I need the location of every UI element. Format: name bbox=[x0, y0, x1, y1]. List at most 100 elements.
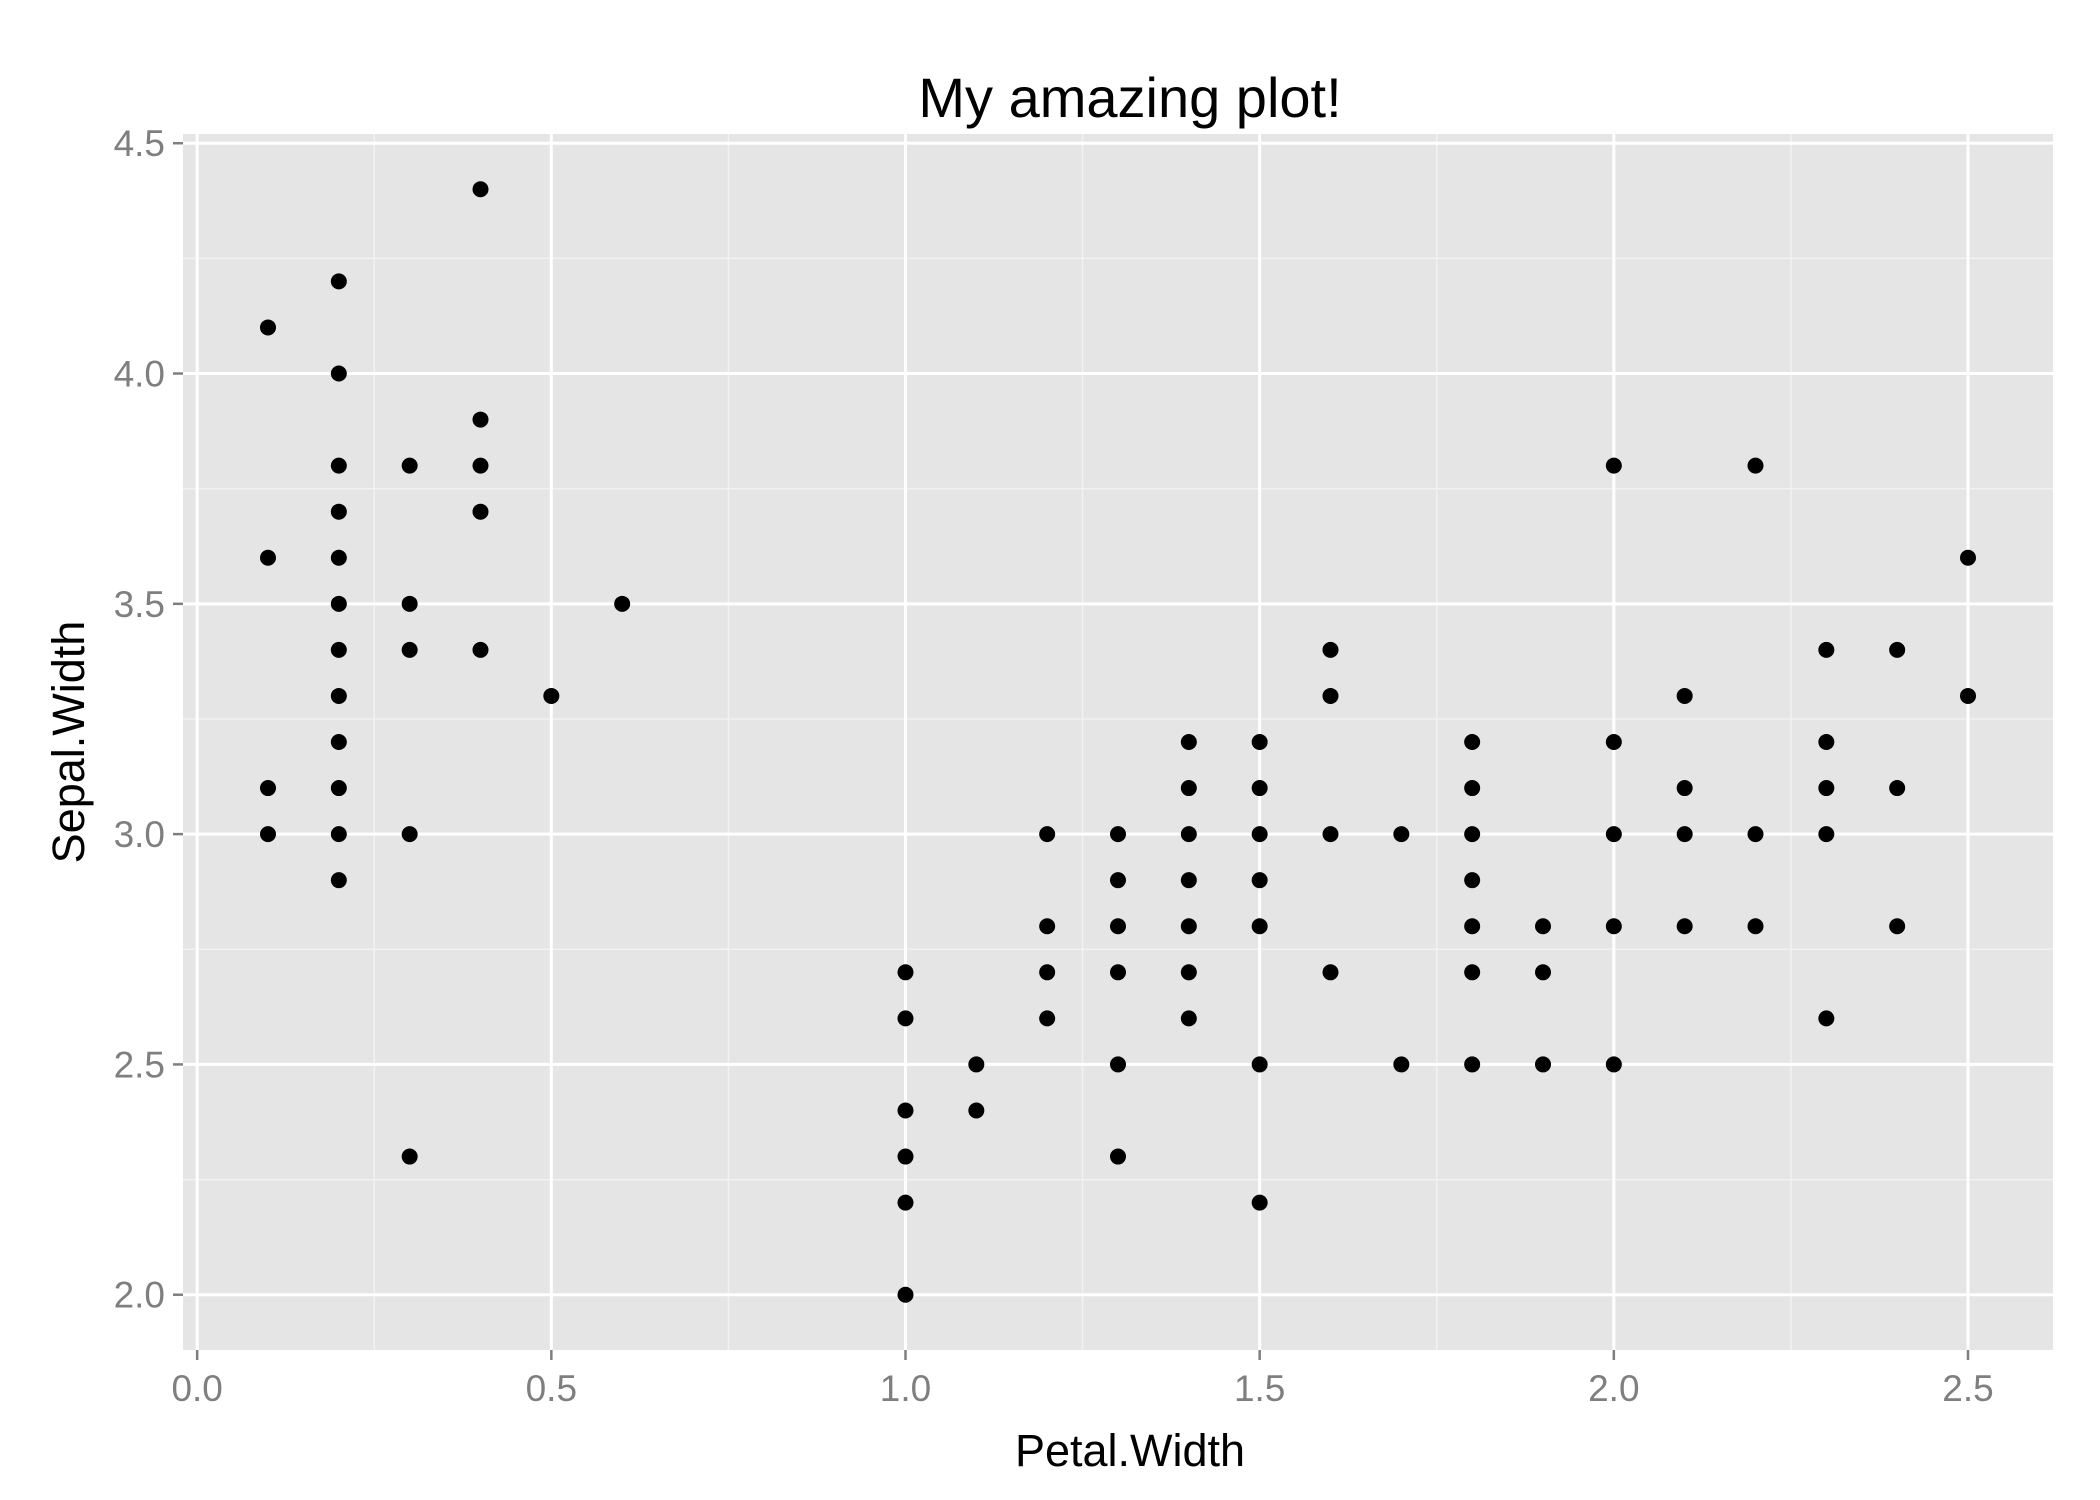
data-point bbox=[1747, 918, 1764, 935]
y-axis: 2.0 2.5 3.0 3.5 4.0 4.5 bbox=[114, 123, 183, 1316]
data-point bbox=[1393, 826, 1410, 843]
data-point bbox=[1180, 780, 1197, 797]
data-point bbox=[614, 595, 631, 612]
data-point bbox=[1039, 964, 1056, 981]
data-point bbox=[897, 964, 914, 981]
data-point bbox=[1322, 641, 1339, 658]
data-point bbox=[1464, 918, 1481, 935]
x-tick-label: 2.0 bbox=[1588, 1368, 1639, 1409]
data-point bbox=[330, 641, 347, 658]
data-point bbox=[897, 1010, 914, 1027]
data-point bbox=[1818, 641, 1835, 658]
data-point bbox=[1464, 780, 1481, 797]
data-point bbox=[1535, 918, 1551, 935]
data-point bbox=[1180, 964, 1197, 981]
data-point bbox=[260, 549, 276, 566]
x-axis: 0.0 0.5 1.0 1.5 2.0 2.5 bbox=[171, 1350, 1994, 1409]
data-point bbox=[1251, 1194, 1268, 1211]
data-point bbox=[330, 872, 347, 889]
y-tick-label: 2.5 bbox=[114, 1044, 165, 1085]
data-point bbox=[1818, 1010, 1835, 1027]
data-point bbox=[1110, 1056, 1126, 1073]
data-point bbox=[1110, 872, 1126, 889]
data-point bbox=[401, 457, 418, 474]
data-point bbox=[897, 1148, 914, 1165]
data-point bbox=[1180, 734, 1197, 750]
data-point bbox=[401, 1148, 418, 1165]
data-point bbox=[1747, 457, 1764, 474]
data-point bbox=[1889, 918, 1906, 935]
data-point bbox=[968, 1056, 985, 1073]
x-tick-label: 0.0 bbox=[171, 1368, 222, 1409]
data-point bbox=[1676, 687, 1693, 704]
data-point bbox=[1110, 964, 1126, 981]
data-point bbox=[1818, 734, 1835, 750]
data-point bbox=[1039, 918, 1056, 935]
data-point bbox=[260, 319, 276, 336]
data-point bbox=[1535, 964, 1551, 981]
data-point bbox=[1322, 826, 1339, 843]
minor-gridlines bbox=[183, 134, 2053, 1350]
y-axis-label: Sepal.Width bbox=[43, 621, 94, 864]
x-tick-label: 2.5 bbox=[1942, 1368, 1993, 1409]
data-point bbox=[1676, 826, 1693, 843]
data-point bbox=[1180, 1010, 1197, 1027]
data-point bbox=[1322, 687, 1339, 704]
data-point bbox=[1464, 872, 1481, 889]
data-point bbox=[330, 595, 347, 612]
data-point bbox=[260, 780, 276, 797]
data-point bbox=[330, 780, 347, 797]
data-point bbox=[1039, 1010, 1056, 1027]
data-point bbox=[1251, 872, 1268, 889]
data-point bbox=[472, 503, 489, 520]
data-point bbox=[472, 181, 489, 198]
data-point bbox=[1180, 918, 1197, 935]
data-point bbox=[1251, 734, 1268, 750]
data-point bbox=[330, 503, 347, 520]
data-point bbox=[401, 641, 418, 658]
data-point bbox=[1535, 1056, 1551, 1073]
data-point bbox=[330, 687, 347, 704]
data-point bbox=[1818, 826, 1835, 843]
data-point bbox=[330, 273, 347, 290]
data-point bbox=[1464, 964, 1481, 981]
data-point bbox=[330, 826, 347, 843]
data-point bbox=[1110, 1148, 1126, 1165]
x-tick-label: 0.5 bbox=[526, 1368, 577, 1409]
data-point bbox=[1605, 734, 1622, 750]
data-point bbox=[897, 1194, 914, 1211]
y-tick-label: 4.0 bbox=[114, 354, 165, 395]
data-point bbox=[1605, 918, 1622, 935]
data-points bbox=[260, 181, 1976, 1303]
data-point bbox=[472, 411, 489, 428]
data-point bbox=[1039, 826, 1056, 843]
data-point bbox=[472, 457, 489, 474]
data-point bbox=[1251, 780, 1268, 797]
data-point bbox=[1110, 826, 1126, 843]
data-point bbox=[897, 1286, 914, 1303]
data-point bbox=[1251, 1056, 1268, 1073]
data-point bbox=[1747, 826, 1764, 843]
data-point bbox=[472, 641, 489, 658]
data-point bbox=[1464, 1056, 1481, 1073]
data-point bbox=[1251, 918, 1268, 935]
data-point bbox=[330, 734, 347, 750]
data-point bbox=[1180, 826, 1197, 843]
data-point bbox=[1251, 826, 1268, 843]
data-point bbox=[330, 549, 347, 566]
y-tick-label: 2.0 bbox=[114, 1275, 165, 1316]
data-point bbox=[1605, 1056, 1622, 1073]
data-point bbox=[1605, 826, 1622, 843]
data-point bbox=[1322, 964, 1339, 981]
x-tick-label: 1.0 bbox=[880, 1368, 931, 1409]
y-tick-label: 4.5 bbox=[114, 123, 165, 164]
data-point bbox=[1960, 549, 1976, 566]
data-point bbox=[330, 457, 347, 474]
data-point bbox=[260, 826, 276, 843]
data-point bbox=[1889, 780, 1906, 797]
data-point bbox=[1960, 687, 1976, 704]
chart-title: My amazing plot! bbox=[918, 66, 1341, 129]
y-tick-label: 3.0 bbox=[114, 814, 165, 855]
data-point bbox=[1818, 780, 1835, 797]
